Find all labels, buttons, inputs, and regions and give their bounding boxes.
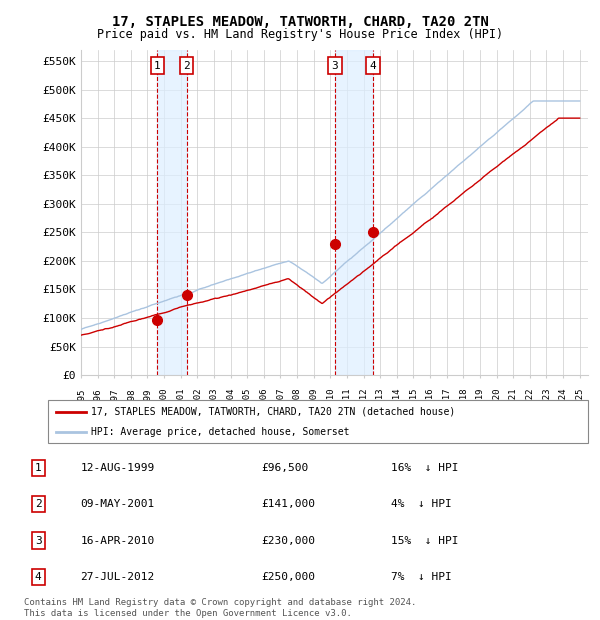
Text: 2010: 2010 xyxy=(326,388,335,409)
Text: 2003: 2003 xyxy=(209,388,218,409)
Text: 2009: 2009 xyxy=(309,388,318,409)
Text: 2007: 2007 xyxy=(276,388,285,409)
Bar xyxy=(335,50,373,375)
Text: 17, STAPLES MEADOW, TATWORTH, CHARD, TA20 2TN (detached house): 17, STAPLES MEADOW, TATWORTH, CHARD, TA2… xyxy=(91,407,455,417)
Text: 2020: 2020 xyxy=(492,388,501,409)
Text: Price paid vs. HM Land Registry's House Price Index (HPI): Price paid vs. HM Land Registry's House … xyxy=(97,28,503,41)
Text: 2: 2 xyxy=(183,61,190,71)
Text: 2025: 2025 xyxy=(575,388,584,409)
Text: 2006: 2006 xyxy=(259,388,268,409)
Text: 2012: 2012 xyxy=(359,388,368,409)
Text: 2019: 2019 xyxy=(475,388,484,409)
Text: HPI: Average price, detached house, Somerset: HPI: Average price, detached house, Some… xyxy=(91,427,350,436)
Text: 3: 3 xyxy=(332,61,338,71)
Text: 16%  ↓ HPI: 16% ↓ HPI xyxy=(391,463,458,472)
Text: 2001: 2001 xyxy=(176,388,185,409)
Text: 2: 2 xyxy=(35,499,41,509)
Text: £230,000: £230,000 xyxy=(261,536,315,546)
Text: 1: 1 xyxy=(35,463,41,472)
Text: 1997: 1997 xyxy=(110,388,119,409)
Text: 15%  ↓ HPI: 15% ↓ HPI xyxy=(391,536,458,546)
Text: 2022: 2022 xyxy=(526,388,535,409)
Text: 2015: 2015 xyxy=(409,388,418,409)
Text: 17, STAPLES MEADOW, TATWORTH, CHARD, TA20 2TN: 17, STAPLES MEADOW, TATWORTH, CHARD, TA2… xyxy=(112,16,488,30)
FancyBboxPatch shape xyxy=(48,400,588,443)
Text: 16-APR-2010: 16-APR-2010 xyxy=(80,536,155,546)
Text: 1996: 1996 xyxy=(93,388,102,409)
Text: 2024: 2024 xyxy=(559,388,568,409)
Text: This data is licensed under the Open Government Licence v3.0.: This data is licensed under the Open Gov… xyxy=(24,609,352,618)
Text: 2011: 2011 xyxy=(343,388,352,409)
Text: 1: 1 xyxy=(154,61,161,71)
Text: 2004: 2004 xyxy=(226,388,235,409)
Text: 4%  ↓ HPI: 4% ↓ HPI xyxy=(391,499,451,509)
Text: 2013: 2013 xyxy=(376,388,385,409)
Text: 12-AUG-1999: 12-AUG-1999 xyxy=(80,463,155,472)
Text: 4: 4 xyxy=(35,572,41,582)
Text: 7%  ↓ HPI: 7% ↓ HPI xyxy=(391,572,451,582)
Text: £96,500: £96,500 xyxy=(261,463,308,472)
Text: 2016: 2016 xyxy=(425,388,434,409)
Text: 4: 4 xyxy=(370,61,376,71)
Text: 1998: 1998 xyxy=(127,388,136,409)
Text: 1995: 1995 xyxy=(77,388,86,409)
Text: Contains HM Land Registry data © Crown copyright and database right 2024.: Contains HM Land Registry data © Crown c… xyxy=(24,598,416,607)
Text: 2008: 2008 xyxy=(293,388,302,409)
Text: 3: 3 xyxy=(35,536,41,546)
Text: 09-MAY-2001: 09-MAY-2001 xyxy=(80,499,155,509)
Text: 27-JUL-2012: 27-JUL-2012 xyxy=(80,572,155,582)
Text: 2018: 2018 xyxy=(459,388,468,409)
Text: 2002: 2002 xyxy=(193,388,202,409)
Text: 2005: 2005 xyxy=(243,388,252,409)
Text: £141,000: £141,000 xyxy=(261,499,315,509)
Bar xyxy=(157,50,187,375)
Text: 2000: 2000 xyxy=(160,388,169,409)
Text: 2021: 2021 xyxy=(509,388,518,409)
Text: 2014: 2014 xyxy=(392,388,401,409)
Text: 2017: 2017 xyxy=(442,388,451,409)
Text: £250,000: £250,000 xyxy=(261,572,315,582)
Text: 2023: 2023 xyxy=(542,388,551,409)
Text: 1999: 1999 xyxy=(143,388,152,409)
